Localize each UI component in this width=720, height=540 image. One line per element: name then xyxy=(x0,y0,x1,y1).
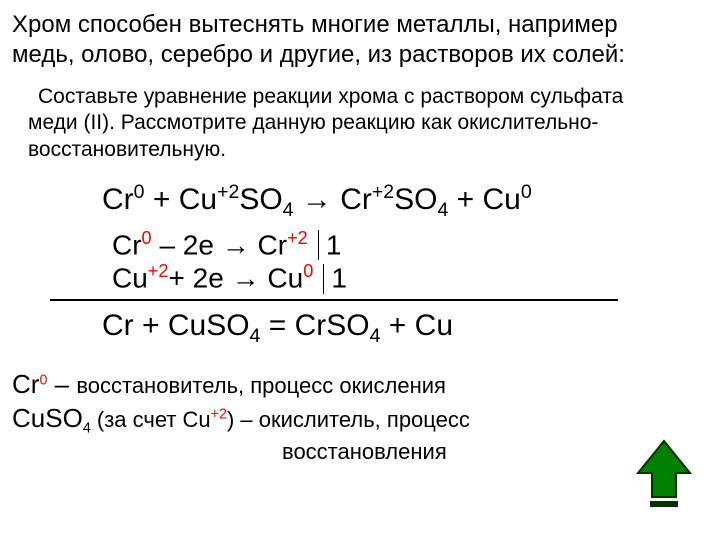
equation-ionic: Cr0 + Cu+2SO4 → Cr+2SO4 + Cu0 xyxy=(102,181,708,222)
intro-text: Хром способен вытеснять многие металлы, … xyxy=(12,10,708,70)
half-reactions: Cr0 – 2e → Cr+21 Cu+2+ 2e → Cu01 xyxy=(112,228,708,295)
divider-line xyxy=(50,299,618,301)
up-arrow-icon[interactable] xyxy=(636,439,692,516)
note-reducer: Cr0 – восстановитель, процесс окисления xyxy=(12,368,708,402)
task-line-2: меди (II). Рассмотрите данную реакцию ка… xyxy=(28,111,598,134)
task-text: Составьте уравнение реакции хрома с раст… xyxy=(28,84,708,163)
half-reaction-reduction: Cu+2+ 2e → Cu01 xyxy=(112,261,708,295)
intro-line-1: Хром способен вытеснять многие металлы, … xyxy=(12,11,618,38)
divider-bar xyxy=(318,230,320,260)
notes-block: Cr0 – восстановитель, процесс окисления … xyxy=(12,368,708,466)
note-oxidizer: CuSO4 (за счет Cu+2) – окислитель, проце… xyxy=(12,402,708,438)
half-reaction-oxidation: Cr0 – 2e → Cr+21 xyxy=(112,228,708,262)
divider-bar xyxy=(323,264,325,294)
task-line-1: Составьте уравнение реакции хрома с раст… xyxy=(38,85,623,108)
task-line-3: восстановительную. xyxy=(28,138,226,161)
equation-final: Cr + CuSO4 = CrSO4 + Cu xyxy=(102,309,708,348)
intro-line-2: медь, олово, серебро и другие, из раство… xyxy=(12,41,625,68)
